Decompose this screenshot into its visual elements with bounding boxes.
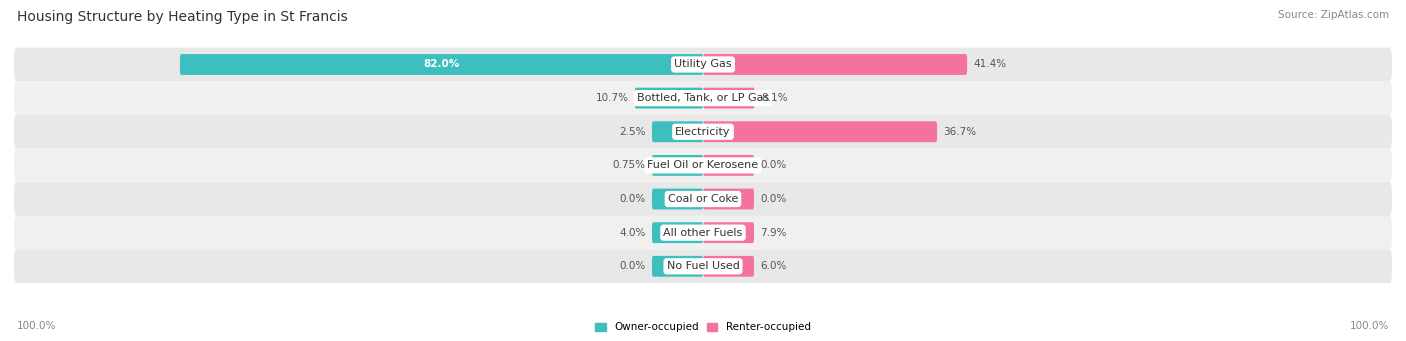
FancyBboxPatch shape — [703, 88, 755, 108]
Text: No Fuel Used: No Fuel Used — [666, 261, 740, 271]
Text: 4.0%: 4.0% — [619, 228, 645, 238]
FancyBboxPatch shape — [14, 216, 1392, 250]
Text: 6.0%: 6.0% — [761, 261, 787, 271]
Text: Coal or Coke: Coal or Coke — [668, 194, 738, 204]
Text: Housing Structure by Heating Type in St Francis: Housing Structure by Heating Type in St … — [17, 10, 347, 24]
Text: 0.75%: 0.75% — [613, 160, 645, 170]
FancyBboxPatch shape — [652, 189, 703, 209]
FancyBboxPatch shape — [14, 182, 1392, 216]
FancyBboxPatch shape — [703, 155, 754, 176]
Legend: Owner-occupied, Renter-occupied: Owner-occupied, Renter-occupied — [595, 322, 811, 332]
FancyBboxPatch shape — [703, 121, 938, 142]
Text: 41.4%: 41.4% — [973, 59, 1007, 70]
FancyBboxPatch shape — [652, 155, 703, 176]
Text: Utility Gas: Utility Gas — [675, 59, 731, 70]
Text: 0.0%: 0.0% — [761, 160, 787, 170]
Text: 36.7%: 36.7% — [943, 127, 977, 137]
FancyBboxPatch shape — [14, 115, 1392, 149]
FancyBboxPatch shape — [14, 48, 1392, 81]
Text: 0.0%: 0.0% — [761, 194, 787, 204]
FancyBboxPatch shape — [652, 222, 703, 243]
FancyBboxPatch shape — [703, 54, 967, 75]
Text: 82.0%: 82.0% — [423, 59, 460, 70]
FancyBboxPatch shape — [14, 250, 1392, 283]
FancyBboxPatch shape — [652, 256, 703, 277]
FancyBboxPatch shape — [652, 121, 703, 142]
FancyBboxPatch shape — [180, 54, 703, 75]
Text: 0.0%: 0.0% — [619, 194, 645, 204]
Text: 10.7%: 10.7% — [595, 93, 628, 103]
FancyBboxPatch shape — [703, 189, 754, 209]
Text: Fuel Oil or Kerosene: Fuel Oil or Kerosene — [647, 160, 759, 170]
FancyBboxPatch shape — [703, 222, 754, 243]
Text: 0.0%: 0.0% — [619, 261, 645, 271]
FancyBboxPatch shape — [14, 149, 1392, 182]
Text: 8.1%: 8.1% — [761, 93, 787, 103]
Text: All other Fuels: All other Fuels — [664, 228, 742, 238]
Text: 2.5%: 2.5% — [619, 127, 645, 137]
Text: 100.0%: 100.0% — [1350, 321, 1389, 331]
Text: 100.0%: 100.0% — [17, 321, 56, 331]
FancyBboxPatch shape — [634, 88, 703, 108]
FancyBboxPatch shape — [14, 81, 1392, 115]
Text: Bottled, Tank, or LP Gas: Bottled, Tank, or LP Gas — [637, 93, 769, 103]
Text: Electricity: Electricity — [675, 127, 731, 137]
FancyBboxPatch shape — [703, 256, 754, 277]
Text: Source: ZipAtlas.com: Source: ZipAtlas.com — [1278, 10, 1389, 20]
Text: 7.9%: 7.9% — [761, 228, 787, 238]
